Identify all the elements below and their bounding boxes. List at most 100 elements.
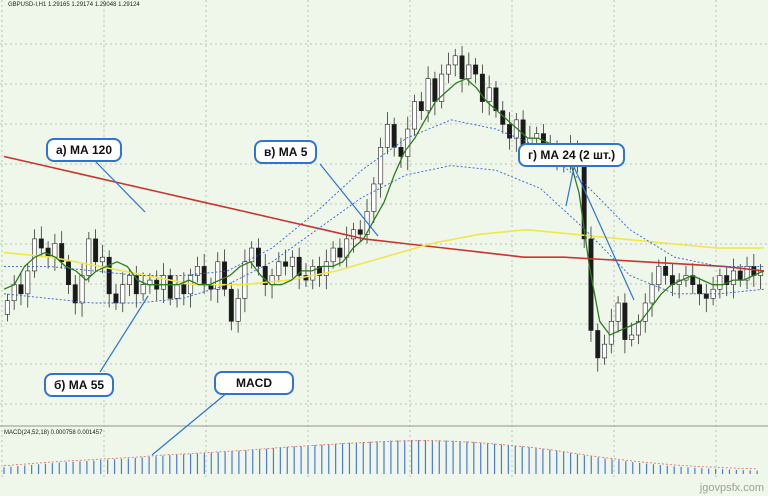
candle-body bbox=[310, 266, 316, 281]
candle-body bbox=[181, 284, 187, 295]
candle-body bbox=[317, 266, 323, 276]
macd-signal-line bbox=[3, 440, 758, 470]
candle-body bbox=[493, 87, 499, 112]
candle-body bbox=[262, 266, 268, 285]
candle-body bbox=[452, 55, 458, 66]
candle-body bbox=[595, 330, 601, 359]
candle-body bbox=[602, 343, 608, 359]
candle-body bbox=[656, 266, 662, 285]
candle-body bbox=[255, 247, 261, 267]
label-ma120: а) МА 120 bbox=[46, 138, 123, 162]
candle-body bbox=[120, 284, 126, 304]
macd-info: MACD(24,52,18) 0.000758 0.001457 bbox=[4, 430, 103, 436]
candle-body bbox=[113, 293, 119, 304]
candle-body bbox=[86, 238, 92, 276]
candle-body bbox=[384, 124, 390, 148]
candle-body bbox=[378, 147, 384, 185]
candle-body bbox=[473, 64, 479, 75]
candle-body bbox=[296, 256, 302, 276]
candle-body bbox=[276, 261, 282, 276]
candle-body bbox=[106, 256, 112, 295]
candle-body bbox=[65, 261, 71, 285]
candle-body bbox=[242, 261, 248, 299]
ma120-line bbox=[3, 155, 765, 272]
candle-body bbox=[289, 256, 295, 267]
candle-body bbox=[663, 266, 669, 276]
candle-body bbox=[174, 284, 180, 299]
candle-body bbox=[127, 275, 133, 285]
ma24-low-line bbox=[3, 165, 765, 304]
callout-pointer bbox=[565, 166, 575, 207]
candle-body bbox=[283, 261, 289, 267]
candle-body bbox=[425, 78, 431, 112]
candle-body bbox=[228, 288, 234, 322]
candle-body bbox=[160, 275, 166, 290]
symbol-info: GBPUSD-I,H1 1.29165 1.29174 1.29048 1.29… bbox=[8, 2, 140, 8]
ma5-line bbox=[3, 77, 765, 336]
candle-body bbox=[201, 266, 207, 285]
candle-body bbox=[215, 261, 221, 290]
candle-body bbox=[350, 229, 356, 240]
candle-body bbox=[72, 284, 78, 304]
candle-body bbox=[323, 261, 329, 276]
candle-body bbox=[18, 284, 24, 295]
candle-body bbox=[93, 238, 99, 263]
candle-body bbox=[330, 247, 336, 263]
candle-body bbox=[635, 320, 641, 336]
candle-body bbox=[269, 275, 275, 285]
candle-body bbox=[99, 256, 105, 263]
candle-body bbox=[405, 128, 411, 157]
candle-body bbox=[642, 302, 648, 322]
candle-body bbox=[507, 124, 513, 139]
candle-body bbox=[52, 243, 58, 258]
candle-body bbox=[445, 64, 451, 75]
candle-body bbox=[398, 147, 404, 157]
candle-body bbox=[717, 275, 723, 290]
candle-body bbox=[622, 302, 628, 340]
candle-body bbox=[357, 229, 363, 235]
candle-body bbox=[615, 302, 621, 322]
candle-body bbox=[697, 284, 703, 295]
candle-body bbox=[25, 270, 31, 295]
candle-body bbox=[418, 101, 424, 112]
candle-body bbox=[724, 275, 730, 285]
candle-body bbox=[140, 284, 146, 295]
candle-body bbox=[147, 279, 153, 285]
candle-body bbox=[337, 247, 343, 258]
candle-body bbox=[608, 320, 614, 345]
callout-pointer bbox=[151, 391, 229, 456]
candle-body bbox=[11, 284, 17, 301]
candle-body bbox=[249, 247, 255, 263]
candle-body bbox=[79, 275, 85, 304]
candle-body bbox=[703, 293, 709, 299]
label-ma55: б) МА 55 bbox=[44, 373, 115, 397]
candle-body bbox=[235, 298, 241, 322]
candle-body bbox=[466, 64, 472, 79]
label-ma5: в) МА 5 bbox=[254, 140, 318, 164]
ma55-line bbox=[3, 228, 764, 286]
candle-body bbox=[459, 55, 465, 79]
candle-body bbox=[479, 73, 485, 102]
callout-pointer bbox=[95, 161, 146, 213]
candle-body bbox=[486, 87, 492, 102]
candle-body bbox=[391, 124, 397, 148]
candle-body bbox=[167, 275, 173, 299]
candle-body bbox=[59, 243, 65, 263]
candle-body bbox=[432, 78, 438, 102]
watermark: jgovpsfx.com bbox=[699, 482, 764, 494]
callout-pointer bbox=[573, 166, 635, 301]
candle-body bbox=[737, 270, 743, 281]
candle-body bbox=[4, 300, 10, 315]
candle-body bbox=[371, 183, 377, 212]
label-macd: MACD bbox=[214, 371, 294, 395]
candle-body bbox=[629, 334, 635, 340]
callout-pointer bbox=[319, 163, 379, 237]
candle-body bbox=[222, 261, 228, 290]
candle-body bbox=[412, 101, 418, 130]
candle-body bbox=[730, 270, 736, 285]
candle-body bbox=[439, 73, 445, 102]
candle-body bbox=[534, 133, 540, 139]
